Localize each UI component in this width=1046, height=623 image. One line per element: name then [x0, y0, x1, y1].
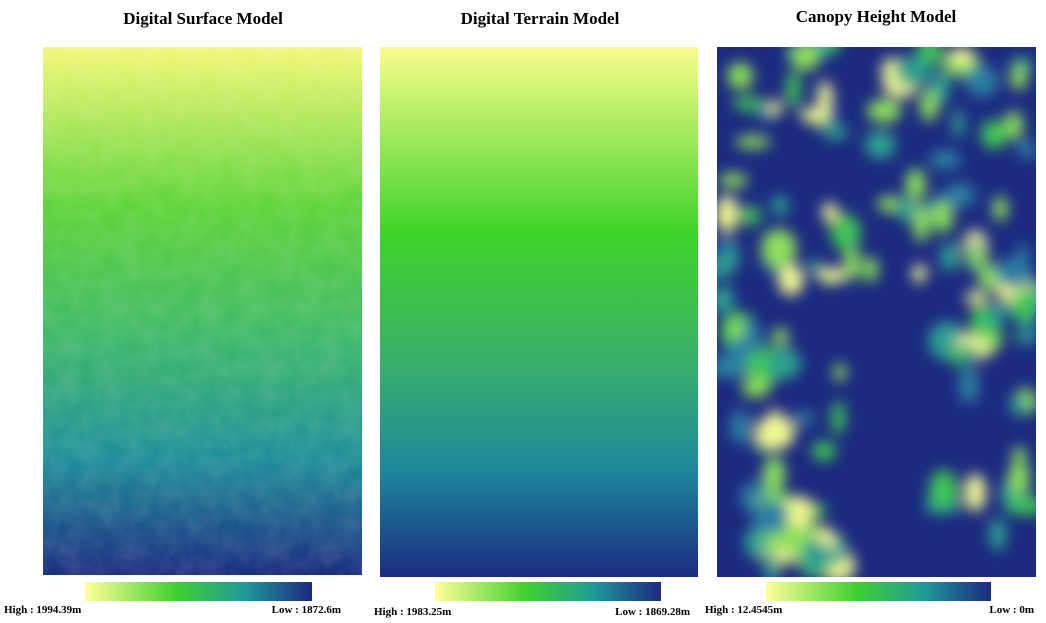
- legend-low: Low : 0m: [989, 604, 1034, 616]
- canopy-blob: [799, 108, 830, 123]
- canopy-blob: [832, 401, 846, 435]
- canopy-blob: [906, 168, 926, 200]
- canopy-blob: [958, 366, 979, 404]
- canopy-blob: [867, 99, 901, 123]
- canopy-blob: [989, 518, 1006, 551]
- canopy-blob: [895, 56, 930, 87]
- canopy-blob: [718, 173, 747, 187]
- canopy-blob: [897, 197, 916, 222]
- canopy-blob: [710, 286, 734, 313]
- canopy-blob: [834, 363, 847, 381]
- panel-dsm: Digital Surface Model High : 1994.39m Lo…: [4, 9, 362, 616]
- canopy-blob: [844, 246, 861, 280]
- canopy-blob: [1009, 396, 1028, 415]
- canopy-blob: [952, 349, 967, 366]
- canopy-blob: [920, 89, 938, 122]
- colorbar: [85, 582, 312, 601]
- canopy-blob: [993, 196, 1008, 221]
- canopy-blob: [755, 415, 794, 450]
- canopy-blob: [1012, 447, 1026, 464]
- canopy-blob: [761, 229, 797, 268]
- canopy-blob: [753, 500, 789, 535]
- canopy-blob: [972, 248, 989, 268]
- canopy-blob: [791, 41, 819, 71]
- panel-title: Canopy Height Model: [796, 7, 957, 26]
- canopy-blob: [735, 136, 771, 149]
- canopy-blob: [716, 195, 739, 233]
- legend-low: Low : 1872.6m: [272, 604, 341, 616]
- canopy-blob: [786, 496, 814, 528]
- canopy-blob: [800, 541, 833, 572]
- canopy-blob: [771, 195, 788, 216]
- panel-title: Digital Terrain Model: [461, 9, 620, 28]
- canopy-blob: [730, 409, 751, 444]
- canopy-blob: [986, 302, 1005, 326]
- legend-high: High : 1994.39m: [4, 604, 81, 616]
- canopy-blob: [773, 328, 789, 346]
- colorbar: [435, 582, 661, 601]
- canopy-blob: [764, 551, 778, 586]
- canopy-blob: [767, 348, 801, 379]
- legend-low: Low : 1869.28m: [615, 606, 690, 618]
- colorbar: [766, 582, 991, 601]
- canopy-blob: [817, 268, 846, 284]
- canopy-blob: [739, 206, 761, 225]
- canopy-blob: [823, 125, 849, 140]
- canopy-blob: [768, 100, 782, 115]
- canopy-blob: [929, 150, 962, 169]
- canopy-blob: [727, 62, 753, 89]
- panel-dtm: Digital Terrain Model High : 1983.25m Lo…: [374, 9, 698, 618]
- canopy-blob: [786, 70, 800, 108]
- canopy-blob: [952, 109, 964, 138]
- canopy-blob: [944, 183, 975, 208]
- canopy-blob: [793, 411, 815, 425]
- canopy-blob: [929, 470, 957, 509]
- panel-title: Digital Surface Model: [123, 9, 283, 28]
- canopy-blob: [1008, 497, 1046, 515]
- canopy-blob: [951, 47, 974, 64]
- canopy-blob: [1011, 290, 1037, 323]
- canopy-blob: [1008, 461, 1030, 494]
- legend-high: High : 1983.25m: [374, 606, 451, 618]
- canopy-blob: [812, 441, 836, 460]
- canopy-blob: [912, 265, 927, 283]
- figure: Digital Surface Model High : 1994.39m Lo…: [0, 0, 1046, 623]
- canopy-blob: [965, 65, 999, 97]
- canopy-blob: [729, 319, 744, 340]
- canopy-blob: [742, 376, 771, 397]
- panel-chm: Canopy Height Model High : 12.4545m Low …: [705, 7, 1046, 616]
- canopy-blob: [964, 474, 985, 512]
- raster: [706, 32, 1046, 586]
- canopy-blob: [995, 258, 1033, 288]
- raster: [380, 47, 698, 577]
- canopy-blob: [764, 456, 786, 492]
- canopy-blob: [981, 120, 1008, 149]
- canopy-blob: [965, 291, 989, 303]
- raster-texture: [43, 47, 362, 575]
- canopy-blob: [863, 256, 878, 282]
- legend-high: High : 12.4545m: [705, 604, 782, 616]
- canopy-blob: [1010, 64, 1027, 90]
- canopy-blob: [1018, 140, 1037, 159]
- canopy-blob: [865, 130, 896, 159]
- canopy-blob: [732, 97, 765, 111]
- canopy-blob: [940, 242, 960, 270]
- canopy-blob: [822, 202, 838, 222]
- canopy-blob: [709, 355, 747, 378]
- canopy-blob: [932, 201, 954, 233]
- canopy-blob: [724, 248, 739, 269]
